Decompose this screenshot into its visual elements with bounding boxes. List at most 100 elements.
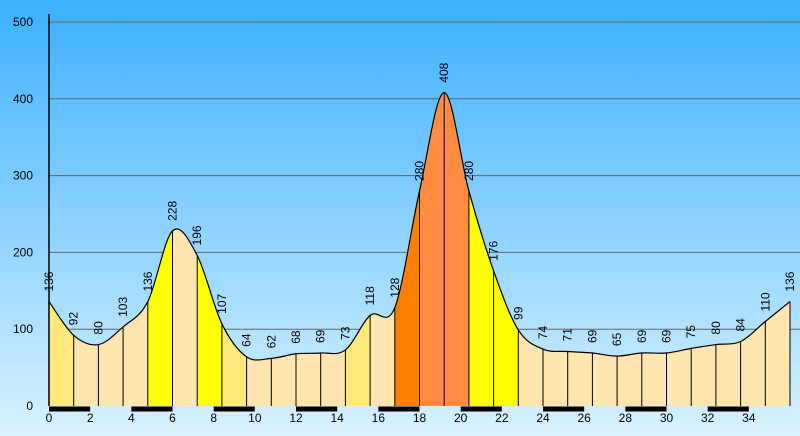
value-label-16: 408: [437, 62, 451, 82]
value-label-19: 99: [511, 306, 525, 320]
segment-14: [394, 190, 420, 406]
value-label-2: 80: [91, 321, 105, 335]
value-label-20: 74: [536, 325, 550, 339]
segment-6: [197, 255, 222, 406]
x-tick-label-18: 18: [413, 411, 427, 425]
scale-bar-2: [131, 406, 173, 412]
segment-5: [172, 228, 198, 406]
x-tick-label-10: 10: [248, 411, 262, 425]
value-label-7: 107: [215, 293, 229, 313]
x-tick-label-22: 22: [495, 411, 509, 425]
value-label-28: 84: [734, 318, 748, 332]
y-tick-label-100: 100: [13, 322, 33, 336]
profile-outline: [48, 92, 791, 361]
x-tick-label-8: 8: [210, 411, 217, 425]
segment-1: [73, 335, 99, 406]
x-tick-label-26: 26: [577, 411, 591, 425]
value-label-30: 136: [783, 271, 797, 291]
segment-13: [370, 307, 395, 406]
value-label-18: 176: [487, 240, 501, 260]
value-label-4: 136: [141, 271, 155, 291]
value-label-13: 118: [363, 286, 377, 305]
y-tick-label-300: 300: [13, 169, 33, 183]
x-tick-label-20: 20: [454, 411, 468, 425]
segment-23: [617, 353, 642, 406]
x-tick-label-16: 16: [372, 411, 386, 425]
value-label-0: 136: [42, 271, 56, 291]
value-label-24: 69: [635, 329, 649, 343]
segment-3: [123, 301, 148, 406]
x-tick-label-12: 12: [289, 411, 303, 425]
x-tick-label-4: 4: [128, 411, 135, 425]
segment-21: [567, 351, 593, 406]
value-label-22: 69: [585, 329, 599, 343]
segment-10: [296, 353, 321, 406]
segment-9: [271, 353, 296, 406]
y-tick-label-400: 400: [13, 92, 33, 106]
value-label-27: 80: [709, 321, 723, 335]
segment-2: [98, 326, 124, 406]
value-label-25: 69: [660, 329, 674, 343]
segment-27: [715, 341, 741, 406]
value-label-8: 64: [240, 333, 254, 347]
scale-bar-10: [460, 406, 502, 412]
segment-16: [444, 92, 469, 406]
y-tick-label-200: 200: [13, 245, 33, 259]
y-tick-label-0: 0: [26, 399, 33, 413]
y-tick-label-500: 500: [13, 15, 33, 29]
segment-29: [765, 301, 790, 406]
x-tick-label-32: 32: [701, 411, 715, 425]
x-tick-label-14: 14: [330, 411, 344, 425]
segment-18: [493, 270, 519, 406]
value-label-11: 69: [314, 329, 328, 343]
value-label-10: 68: [289, 330, 303, 344]
x-tick-label-24: 24: [536, 411, 550, 425]
value-label-3: 103: [116, 297, 130, 317]
value-label-21: 71: [561, 328, 575, 342]
segment-22: [592, 353, 618, 406]
x-tick-label-34: 34: [742, 411, 756, 425]
segment-8: [246, 356, 272, 406]
segment-28: [740, 321, 766, 406]
segment-4: [147, 230, 173, 406]
scale-bar-16: [707, 406, 749, 412]
x-tick-label-0: 0: [46, 411, 53, 425]
value-label-12: 73: [338, 326, 352, 340]
segment-12: [345, 315, 371, 406]
value-label-5: 228: [166, 201, 180, 221]
scale-bar-8: [378, 406, 420, 412]
profile-line: [48, 92, 791, 361]
segment-19: [518, 329, 543, 406]
segment-15: [419, 92, 445, 406]
value-label-15: 280: [413, 161, 427, 181]
segment-26: [691, 344, 716, 406]
scale-bar-6: [296, 406, 338, 412]
segment-24: [641, 352, 667, 406]
value-labels: 136 92 80 103 136 228 196 107 64 62 68 69 73 118 128 28…: [42, 62, 797, 348]
segment-7: [221, 323, 247, 406]
x-tick-label-28: 28: [619, 411, 633, 425]
segment-20: [543, 349, 568, 406]
x-tick-label-30: 30: [660, 411, 674, 425]
scale-bar-0: [49, 406, 91, 412]
segment-17: [468, 190, 494, 406]
segment-11: [320, 349, 346, 406]
value-label-9: 62: [264, 335, 278, 349]
value-label-6: 196: [190, 225, 204, 245]
value-label-14: 128: [388, 277, 402, 297]
value-label-29: 110: [758, 292, 772, 311]
value-label-26: 75: [684, 325, 698, 339]
value-label-23: 65: [610, 332, 624, 346]
scale-bar-14: [625, 406, 667, 412]
scale-bar-4: [213, 406, 255, 412]
value-label-17: 280: [462, 161, 476, 181]
value-label-1: 92: [67, 312, 81, 326]
elevation-segments: [48, 92, 791, 406]
scale-bar-12: [543, 406, 585, 412]
x-tick-label-2: 2: [87, 411, 94, 425]
segment-25: [666, 348, 692, 406]
x-tick-label-6: 6: [169, 411, 176, 425]
segment-0: [49, 301, 74, 406]
